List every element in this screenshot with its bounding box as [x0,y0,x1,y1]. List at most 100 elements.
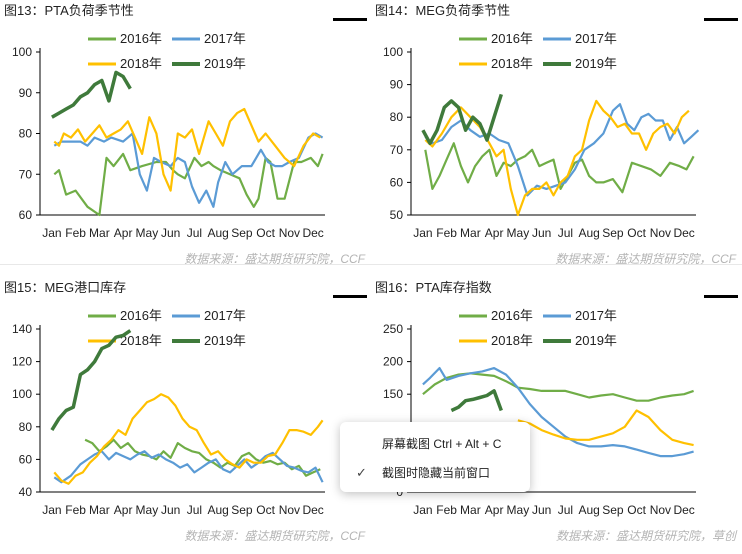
y-tick-label: 90 [390,78,404,92]
x-tick-label: Jul [187,503,202,517]
x-tick-label: Nov [279,503,300,517]
y-tick-label: 100 [12,45,32,59]
title-bar-decoration [704,295,738,298]
series-line [450,389,503,413]
y-tick-label: 60 [19,452,33,466]
legend-label: 2019年 [204,56,246,71]
chart-title: 图14：MEG负荷季节性 [375,3,511,18]
series-line [53,450,324,484]
series-line [53,393,324,485]
legend-label: 2016年 [120,31,162,46]
x-tick-label: Jan [42,226,61,240]
series-line [51,70,132,119]
x-tick-label: Jul [187,226,202,240]
x-tick-label: Nov [279,226,300,240]
x-tick-label: Nov [650,503,671,517]
y-tick-label: 120 [12,355,32,369]
series-line [424,142,695,194]
x-tick-label: Dec [302,226,323,240]
x-tick-label: Apr [114,503,133,517]
x-tick-label: Aug [207,226,228,240]
x-tick-label: Jul [558,226,573,240]
legend-label: 2017年 [575,31,617,46]
x-tick-label: Jan [42,503,61,517]
x-tick-label: Mar [89,503,110,517]
x-tick-label: Dec [673,503,694,517]
x-tick-label: Jan [413,503,432,517]
y-tick-label: 80 [19,127,33,141]
x-tick-label: Feb [65,226,86,240]
chart-svg: 40 60 80 100 120 140 Jan Feb Mar Apr May Jun Jul Aug S… [12,308,325,517]
legend-label: 2018年 [491,333,533,348]
legend-label: 2017年 [575,308,617,323]
y-tick-label: 70 [390,143,404,157]
series-line [424,99,690,217]
y-tick-label: 50 [390,208,404,222]
y-tick-label: 70 [19,167,33,181]
series-line [421,93,503,146]
y-tick-label: 0 [396,485,403,499]
chart-svg: 60 70 80 90 100 Jan Feb Mar Apr May Jun Jul Aug Sep Oc… [12,31,325,240]
legend-label: 2018年 [491,56,533,71]
source-note: 数据来源：盛达期货研究院，CCF [184,252,365,266]
legend-label: 2018年 [120,56,162,71]
series-line [53,152,324,217]
x-tick-label: May [507,503,530,517]
x-tick-label: Mar [460,503,481,517]
x-tick-label: Apr [485,226,504,240]
y-tick-label: 40 [19,485,33,499]
x-tick-label: Oct [627,226,646,240]
chart-panel-meg-port-inventory: 图15：MEG港口库存 40 60 80 100 120 140 Jan Feb Mar Apr M… [0,277,371,554]
chart-title: 图15：MEG港口库存 [4,280,127,295]
legend-label: 2017年 [204,31,246,46]
y-tick-label: 140 [12,322,32,336]
legend-label: 2019年 [204,333,246,348]
x-tick-label: Sep [602,503,624,517]
y-tick-label: 200 [383,355,403,369]
row-divider [0,264,742,265]
chart-svg: 050100150200250JanFebMarAprMayJunJulAugS… [383,308,696,517]
x-tick-label: Jun [532,503,551,517]
x-tick-label: Oct [256,503,275,517]
title-bar-decoration [333,295,367,298]
x-tick-label: May [136,503,159,517]
x-tick-label: Aug [578,226,599,240]
x-tick-label: Nov [650,226,671,240]
source-note: 数据来源：盛达期货研究院，CCF [184,529,365,543]
title-bar-decoration [704,18,738,21]
series-line [53,107,321,192]
chart-panel-pta-inventory-index: 图16：PTA库存指数 050100150200250JanFebMarAprM… [371,277,742,554]
menu-item-label: 截图时隐藏当前窗口 [382,466,491,480]
legend-label: 2016年 [120,308,162,323]
x-tick-label: Mar [460,226,481,240]
series-line [424,103,700,197]
x-tick-label: Feb [436,226,457,240]
source-note: 数据来源：盛达期货研究院，CCF [555,252,736,266]
legend-label: 2016年 [491,31,533,46]
y-tick-label: 250 [383,322,403,336]
series-line [422,372,694,402]
x-tick-label: Jun [532,226,551,240]
menu-item-screenshot[interactable]: 屏幕截图 Ctrl + Alt + C [340,433,530,455]
y-tick-label: 60 [19,208,33,222]
x-tick-label: Dec [673,226,694,240]
x-tick-label: Jan [413,226,432,240]
y-tick-label: 90 [19,86,33,100]
chart-panel-meg-load: 图14：MEG负荷季节性 50 60 70 80 90 100 Jan Feb Mar Apr Ma… [371,0,742,277]
legend-label: 2019年 [575,333,617,348]
x-tick-label: Aug [578,503,599,517]
y-tick-label: 60 [390,175,404,189]
chart-panel-pta-load: 图13：PTA负荷季节性 60 70 80 90 100 Jan Feb Mar Apr May J… [0,0,371,277]
series-line [84,438,321,477]
series-line [517,409,694,447]
x-tick-label: Aug [207,503,228,517]
x-tick-label: Sep [231,226,253,240]
menu-item-hide-window[interactable]: ✓ 截图时隐藏当前窗口 [340,462,530,484]
source-note: 数据来源：盛达期货研究院，草创 [555,529,736,543]
screenshot-context-menu: 屏幕截图 Ctrl + Alt + C ✓ 截图时隐藏当前窗口 [340,422,530,492]
checkmark-icon: ✓ [356,465,367,480]
legend-label: 2019年 [575,56,617,71]
x-tick-label: Jun [161,503,180,517]
y-tick-label: 100 [383,45,403,59]
y-tick-label: 80 [390,110,404,124]
